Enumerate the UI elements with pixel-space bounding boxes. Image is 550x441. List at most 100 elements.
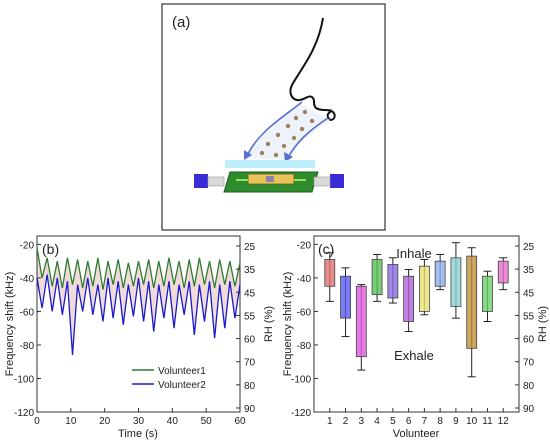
panel-c-inhale-text: Inhale bbox=[396, 246, 431, 261]
panel-b-y2label: RH (%) bbox=[263, 306, 275, 342]
water-droplets bbox=[259, 109, 315, 158]
droplet bbox=[299, 126, 305, 132]
x-tick-label: 8 bbox=[437, 416, 443, 427]
y2-tick-label: 60 bbox=[523, 335, 535, 346]
panel-b-ylabel: Frequency shift (kHz) bbox=[4, 272, 16, 377]
box-volunteer-9 bbox=[450, 242, 462, 319]
droplet bbox=[291, 135, 297, 141]
panel-b-y2-ticks: 25 35 45 55 60 70 80 90 bbox=[236, 242, 256, 415]
breath-arrow-left-head bbox=[244, 150, 252, 160]
y2-tick-label: 45 bbox=[523, 288, 535, 299]
breath-plume bbox=[246, 104, 330, 160]
series-line-volunteer1 bbox=[36, 247, 241, 290]
box-volunteer-2 bbox=[340, 267, 351, 338]
panel-c-ylabel: Frequency shift (kHz) bbox=[282, 272, 294, 377]
panel-c-exhale-text: Exhale bbox=[394, 348, 434, 363]
x-tick-label: 3 bbox=[359, 416, 365, 427]
y2-tick-label: 55 bbox=[244, 311, 256, 322]
panel-c-y2-ticks: 25 35 45 55 60 70 80 90 bbox=[515, 242, 535, 415]
box-body bbox=[387, 264, 399, 299]
box-volunteer-5 bbox=[387, 257, 399, 304]
y-tick-label: -120 bbox=[291, 408, 311, 419]
face-profile-line bbox=[289, 17, 336, 122]
y2-tick-label: 80 bbox=[244, 381, 256, 392]
panel-c-x-ticks: 1 2 3 4 5 6 7 8 9 10 11 12 bbox=[327, 408, 509, 427]
panel-c-y-ticks: -20 -40 -60 -80 -100 -120 bbox=[291, 240, 318, 419]
panel-a-schematic: (a) bbox=[161, 3, 386, 231]
right-port-icon bbox=[330, 174, 344, 188]
x-tick-label: 7 bbox=[422, 416, 428, 427]
y2-tick-label: 90 bbox=[523, 404, 535, 415]
panel-b-chart: (b) -20 -40 -60 -80 -100 -120 0 10 20 30 40 50 60 2… bbox=[4, 235, 275, 440]
x-tick-label: 10 bbox=[466, 416, 478, 427]
box-body bbox=[466, 255, 478, 349]
y-tick-label: -20 bbox=[297, 240, 312, 251]
breath-arrow-right-head bbox=[284, 152, 293, 162]
panel-c-chart: (c) Inhale Exhale -20 -40 -60 -80 -100 -120 1… bbox=[282, 235, 549, 440]
panel-b-legend: Volunteer1 Volunteer2 bbox=[132, 366, 206, 391]
box-volunteer-10 bbox=[466, 247, 478, 378]
x-tick-label: 50 bbox=[201, 416, 213, 427]
breath-arrow-right bbox=[287, 117, 329, 159]
panel-c-frame bbox=[313, 235, 520, 413]
box-volunteer-11 bbox=[482, 270, 493, 322]
box-volunteer-4 bbox=[371, 253, 383, 302]
droplet bbox=[309, 118, 315, 124]
x-tick-label: 10 bbox=[65, 416, 77, 427]
x-tick-label: 0 bbox=[34, 416, 40, 427]
box-body bbox=[482, 275, 493, 312]
x-tick-label: 9 bbox=[453, 416, 459, 427]
y-tick-label: -60 bbox=[297, 307, 312, 318]
x-tick-label: 12 bbox=[498, 416, 510, 427]
droplet bbox=[302, 109, 308, 115]
legend-label-volunteer1: Volunteer1 bbox=[158, 366, 206, 377]
y-tick-label: -40 bbox=[297, 274, 312, 285]
y2-tick-label: 25 bbox=[523, 242, 535, 253]
droplet bbox=[259, 150, 265, 156]
y2-tick-label: 90 bbox=[244, 404, 256, 415]
device-top-glow bbox=[225, 160, 315, 168]
droplet bbox=[281, 143, 287, 149]
y-tick-label: -100 bbox=[291, 374, 311, 385]
y-tick-label: -40 bbox=[20, 274, 35, 285]
x-tick-label: 40 bbox=[167, 416, 179, 427]
x-tick-label: 11 bbox=[482, 416, 493, 427]
series-band bbox=[37, 247, 240, 356]
droplet bbox=[285, 123, 291, 129]
y2-tick-label: 25 bbox=[244, 242, 256, 253]
box-body bbox=[403, 275, 415, 322]
droplet bbox=[273, 152, 279, 158]
panel-a-frame bbox=[161, 3, 386, 231]
left-port-icon bbox=[194, 174, 208, 188]
y2-tick-label: 70 bbox=[244, 358, 256, 369]
box-body bbox=[324, 259, 336, 287]
box-volunteer-7 bbox=[418, 258, 430, 316]
box-body bbox=[450, 257, 462, 307]
right-connector-icon bbox=[313, 176, 331, 187]
y2-tick-label: 70 bbox=[523, 358, 535, 369]
box-volunteer-3 bbox=[355, 284, 367, 371]
y-tick-label: -80 bbox=[20, 341, 35, 352]
box-body bbox=[497, 260, 509, 284]
y2-tick-label: 60 bbox=[244, 335, 256, 346]
y2-tick-label: 80 bbox=[523, 381, 535, 392]
panel-a-label: (a) bbox=[172, 14, 190, 31]
droplet bbox=[275, 132, 281, 138]
panel-c-boxes bbox=[324, 242, 509, 378]
y-tick-label: -100 bbox=[14, 374, 34, 385]
box-volunteer-8 bbox=[434, 253, 446, 291]
x-tick-label: 1 bbox=[327, 416, 333, 427]
y2-tick-label: 55 bbox=[523, 311, 535, 322]
x-tick-label: 4 bbox=[374, 416, 380, 427]
y-tick-label: -120 bbox=[14, 408, 34, 419]
series-line-volunteer2 bbox=[36, 274, 241, 356]
box-body bbox=[434, 260, 446, 287]
y2-tick-label: 45 bbox=[244, 288, 256, 299]
panel-c-y2label: RH (%) bbox=[537, 306, 549, 342]
panel-b-xlabel: Time (s) bbox=[118, 428, 158, 440]
x-tick-label: 5 bbox=[390, 416, 396, 427]
x-tick-label: 6 bbox=[406, 416, 412, 427]
box-volunteer-1 bbox=[324, 252, 336, 302]
panel-c-xlabel: Volunteer bbox=[393, 428, 440, 440]
